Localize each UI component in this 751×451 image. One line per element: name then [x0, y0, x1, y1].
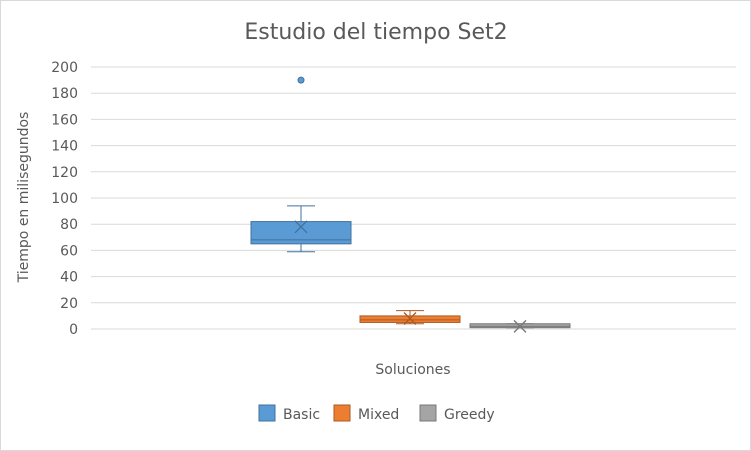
- gridlines: [91, 66, 736, 330]
- legend-swatch: [333, 404, 351, 422]
- box-iqr: [250, 221, 352, 245]
- legend-label: Basic: [283, 407, 320, 423]
- x-axis-title: Soluciones: [375, 362, 450, 378]
- legend-label: Mixed: [358, 407, 399, 423]
- box-basic: [250, 76, 352, 253]
- outlier-point: [297, 76, 305, 84]
- mean-marker: [403, 312, 417, 325]
- y-axis-title: Tiempo en milisegundos: [16, 112, 32, 284]
- y-tick-label: 20: [60, 296, 78, 312]
- y-tick-label: 0: [69, 322, 78, 338]
- chart-title: Estudio del tiempo Set2: [244, 20, 507, 45]
- mean-marker: [294, 220, 308, 234]
- box-greedy: [469, 319, 571, 333]
- legend-label: Greedy: [444, 407, 495, 423]
- y-axis-ticks: 0 20 40 60 80 100 120 140 160 180 200: [51, 60, 78, 338]
- plot-area: [250, 76, 571, 333]
- y-tick-label: 160: [51, 112, 78, 128]
- y-tick-label: 200: [51, 60, 78, 76]
- y-tick-label: 80: [60, 217, 78, 233]
- legend-swatch: [258, 404, 276, 422]
- y-tick-label: 120: [51, 165, 78, 181]
- mean-marker: [513, 319, 527, 333]
- legend-swatch: [419, 404, 437, 422]
- box-mixed: [359, 310, 461, 325]
- y-tick-label: 180: [51, 86, 78, 102]
- y-tick-label: 100: [51, 191, 78, 207]
- legend: Basic Mixed Greedy: [258, 404, 495, 423]
- y-tick-label: 40: [60, 270, 78, 286]
- y-tick-label: 140: [51, 139, 78, 155]
- y-tick-label: 60: [60, 243, 78, 259]
